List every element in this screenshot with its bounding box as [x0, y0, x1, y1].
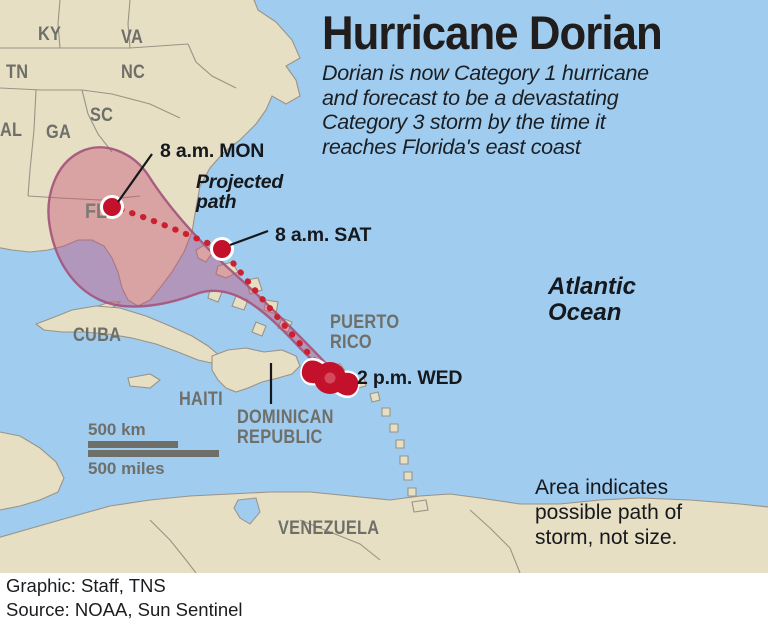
title-block: Hurricane Dorian Dorian is now Category … [322, 8, 762, 159]
forecast-dot-sat [210, 237, 234, 261]
state-label-va: VA [121, 27, 144, 48]
map-scale-bars: 500 km 500 miles [88, 420, 219, 478]
jamaica [127, 373, 161, 389]
country-label-venezuela: VENEZUELA [278, 518, 380, 539]
state-label-fl: FL [85, 200, 108, 223]
page-subtitle: Dorian is now Category 1 hurricane and f… [322, 61, 649, 159]
projected-path-label: Projected path [196, 171, 284, 213]
scale-rule-miles [88, 450, 219, 457]
state-label-sc: SC [90, 105, 114, 126]
footer-credits: Graphic: Staff, TNS Source: NOAA, Sun Se… [0, 573, 768, 630]
map-graphics [0, 0, 768, 573]
forecast-label-wed: 2 p.m. WED [357, 367, 463, 389]
state-label-ky: KY [38, 24, 62, 45]
leader-line-mon [117, 153, 153, 203]
forecast-label-sat: 8 a.m. SAT [275, 224, 372, 246]
area-disclaimer-note: Area indicates possible path of storm, n… [535, 476, 683, 549]
country-label-dominican-republic: DOMINICAN REPUBLIC [237, 407, 334, 448]
leader-line-sat [229, 229, 269, 247]
state-label-ga: GA [46, 122, 72, 143]
region-label-puerto-rico: PUERTO RICO [330, 312, 400, 353]
landmasses [0, 0, 768, 573]
ocean-label-atlantic: Atlantic Ocean [548, 273, 637, 326]
state-label-tn: TN [6, 62, 29, 83]
state-label-nc: NC [121, 62, 146, 83]
political-boundaries [0, 0, 521, 573]
forecast-label-mon: 8 a.m. MON [160, 140, 265, 162]
state-label-al: AL [0, 120, 23, 141]
page-title: Hurricane Dorian [322, 6, 663, 59]
credit-graphic: Graphic: Staff, TNS [6, 575, 166, 596]
south-america [0, 491, 768, 573]
callout-leader-lines [117, 153, 273, 404]
central-america [0, 431, 65, 511]
scale-rule-km [88, 441, 178, 448]
hurricane-symbol [300, 357, 360, 399]
map-canvas: KY VA TN NC SC AL GA FL CUBA HAITI VENEZ… [0, 0, 768, 573]
trinidad [411, 499, 429, 513]
lake-maracaibo [233, 497, 261, 525]
forecast-dot-mon [100, 195, 124, 219]
cuba [34, 305, 221, 365]
hispaniola [211, 347, 301, 393]
scale-label-km: 500 km [88, 420, 146, 439]
scale-label-miles: 500 miles [88, 459, 165, 478]
country-label-cuba: CUBA [73, 325, 122, 346]
credit-source: Source: NOAA, Sun Sentinel [6, 599, 243, 620]
country-label-haiti: HAITI [179, 389, 223, 410]
forecast-position-dots [100, 195, 234, 261]
